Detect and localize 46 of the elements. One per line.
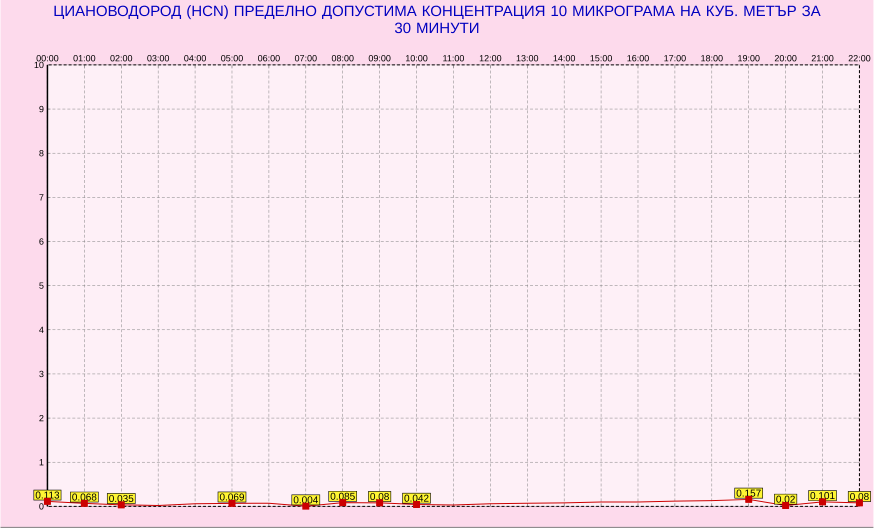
y-tick-label: 1 [40,458,44,466]
y-tick-label: 6 [39,238,44,245]
x-tick-label: 22:00 [848,54,870,62]
y-tick-label: 7 [39,194,44,200]
data-label: 0.069 [220,493,244,500]
x-tick-label: 00:00 [36,54,58,62]
y-tick-label: 4 [39,326,44,333]
y-tick-label: 8 [39,150,44,156]
x-tick-label: 15:00 [590,54,612,62]
x-tick-label: 14:00 [554,54,576,62]
data-label: 0.157 [736,489,761,496]
x-tick-label: 04:00 [184,54,206,62]
x-tick-label: 16:00 [627,54,649,62]
x-tick-label: 13:00 [516,54,538,62]
data-label: 0.101 [810,492,835,499]
data-label: 0.004 [294,496,318,504]
x-tick-label: 03:00 [147,54,170,62]
x-tick-label: 17:00 [664,54,686,62]
y-tick-label: 3 [39,370,44,377]
x-tick-label: 01:00 [73,54,96,62]
x-tick-label: 11:00 [443,54,464,62]
x-tick-label: 19:00 [738,54,760,62]
data-label: 0.02 [776,495,795,503]
data-label: 0.042 [404,494,429,502]
x-tick-label: 07:00 [294,54,317,62]
y-tick-label: 2 [39,414,44,422]
x-tick-label: 09:00 [368,54,391,62]
x-tick-label: 12:00 [480,54,502,62]
y-tick-label: 0 [39,503,44,510]
data-label: 0.035 [109,494,134,502]
data-label: 0.08 [850,492,869,500]
x-tick-label: 18:00 [701,54,723,62]
y-tick-label: 10 [34,62,44,68]
y-tick-label: 9 [39,106,44,112]
data-label: 0.085 [330,492,355,500]
x-tick-label: 05:00 [221,54,243,62]
data-label: 0.08 [370,492,389,500]
x-tick-label: 10:00 [406,54,428,62]
x-tick-label: 06:00 [258,54,280,62]
x-tick-label: 21:00 [812,54,834,62]
x-tick-label: 20:00 [774,54,797,62]
data-label: 0.068 [72,493,96,500]
x-tick-label: 02:00 [110,54,132,62]
x-tick-label: 08:00 [332,54,354,62]
y-tick-label: 5 [39,282,44,289]
chart-title: ЦИАНОВОДОРОД (HCN) ПРЕДЕЛНО ДОПУСТИМА КОНЦЕНТРАЦИЯ 10 МИКРОГРАМА НА КУБ. МЕТЪР ЗА 30 МИНУТИ [54,5,821,33]
